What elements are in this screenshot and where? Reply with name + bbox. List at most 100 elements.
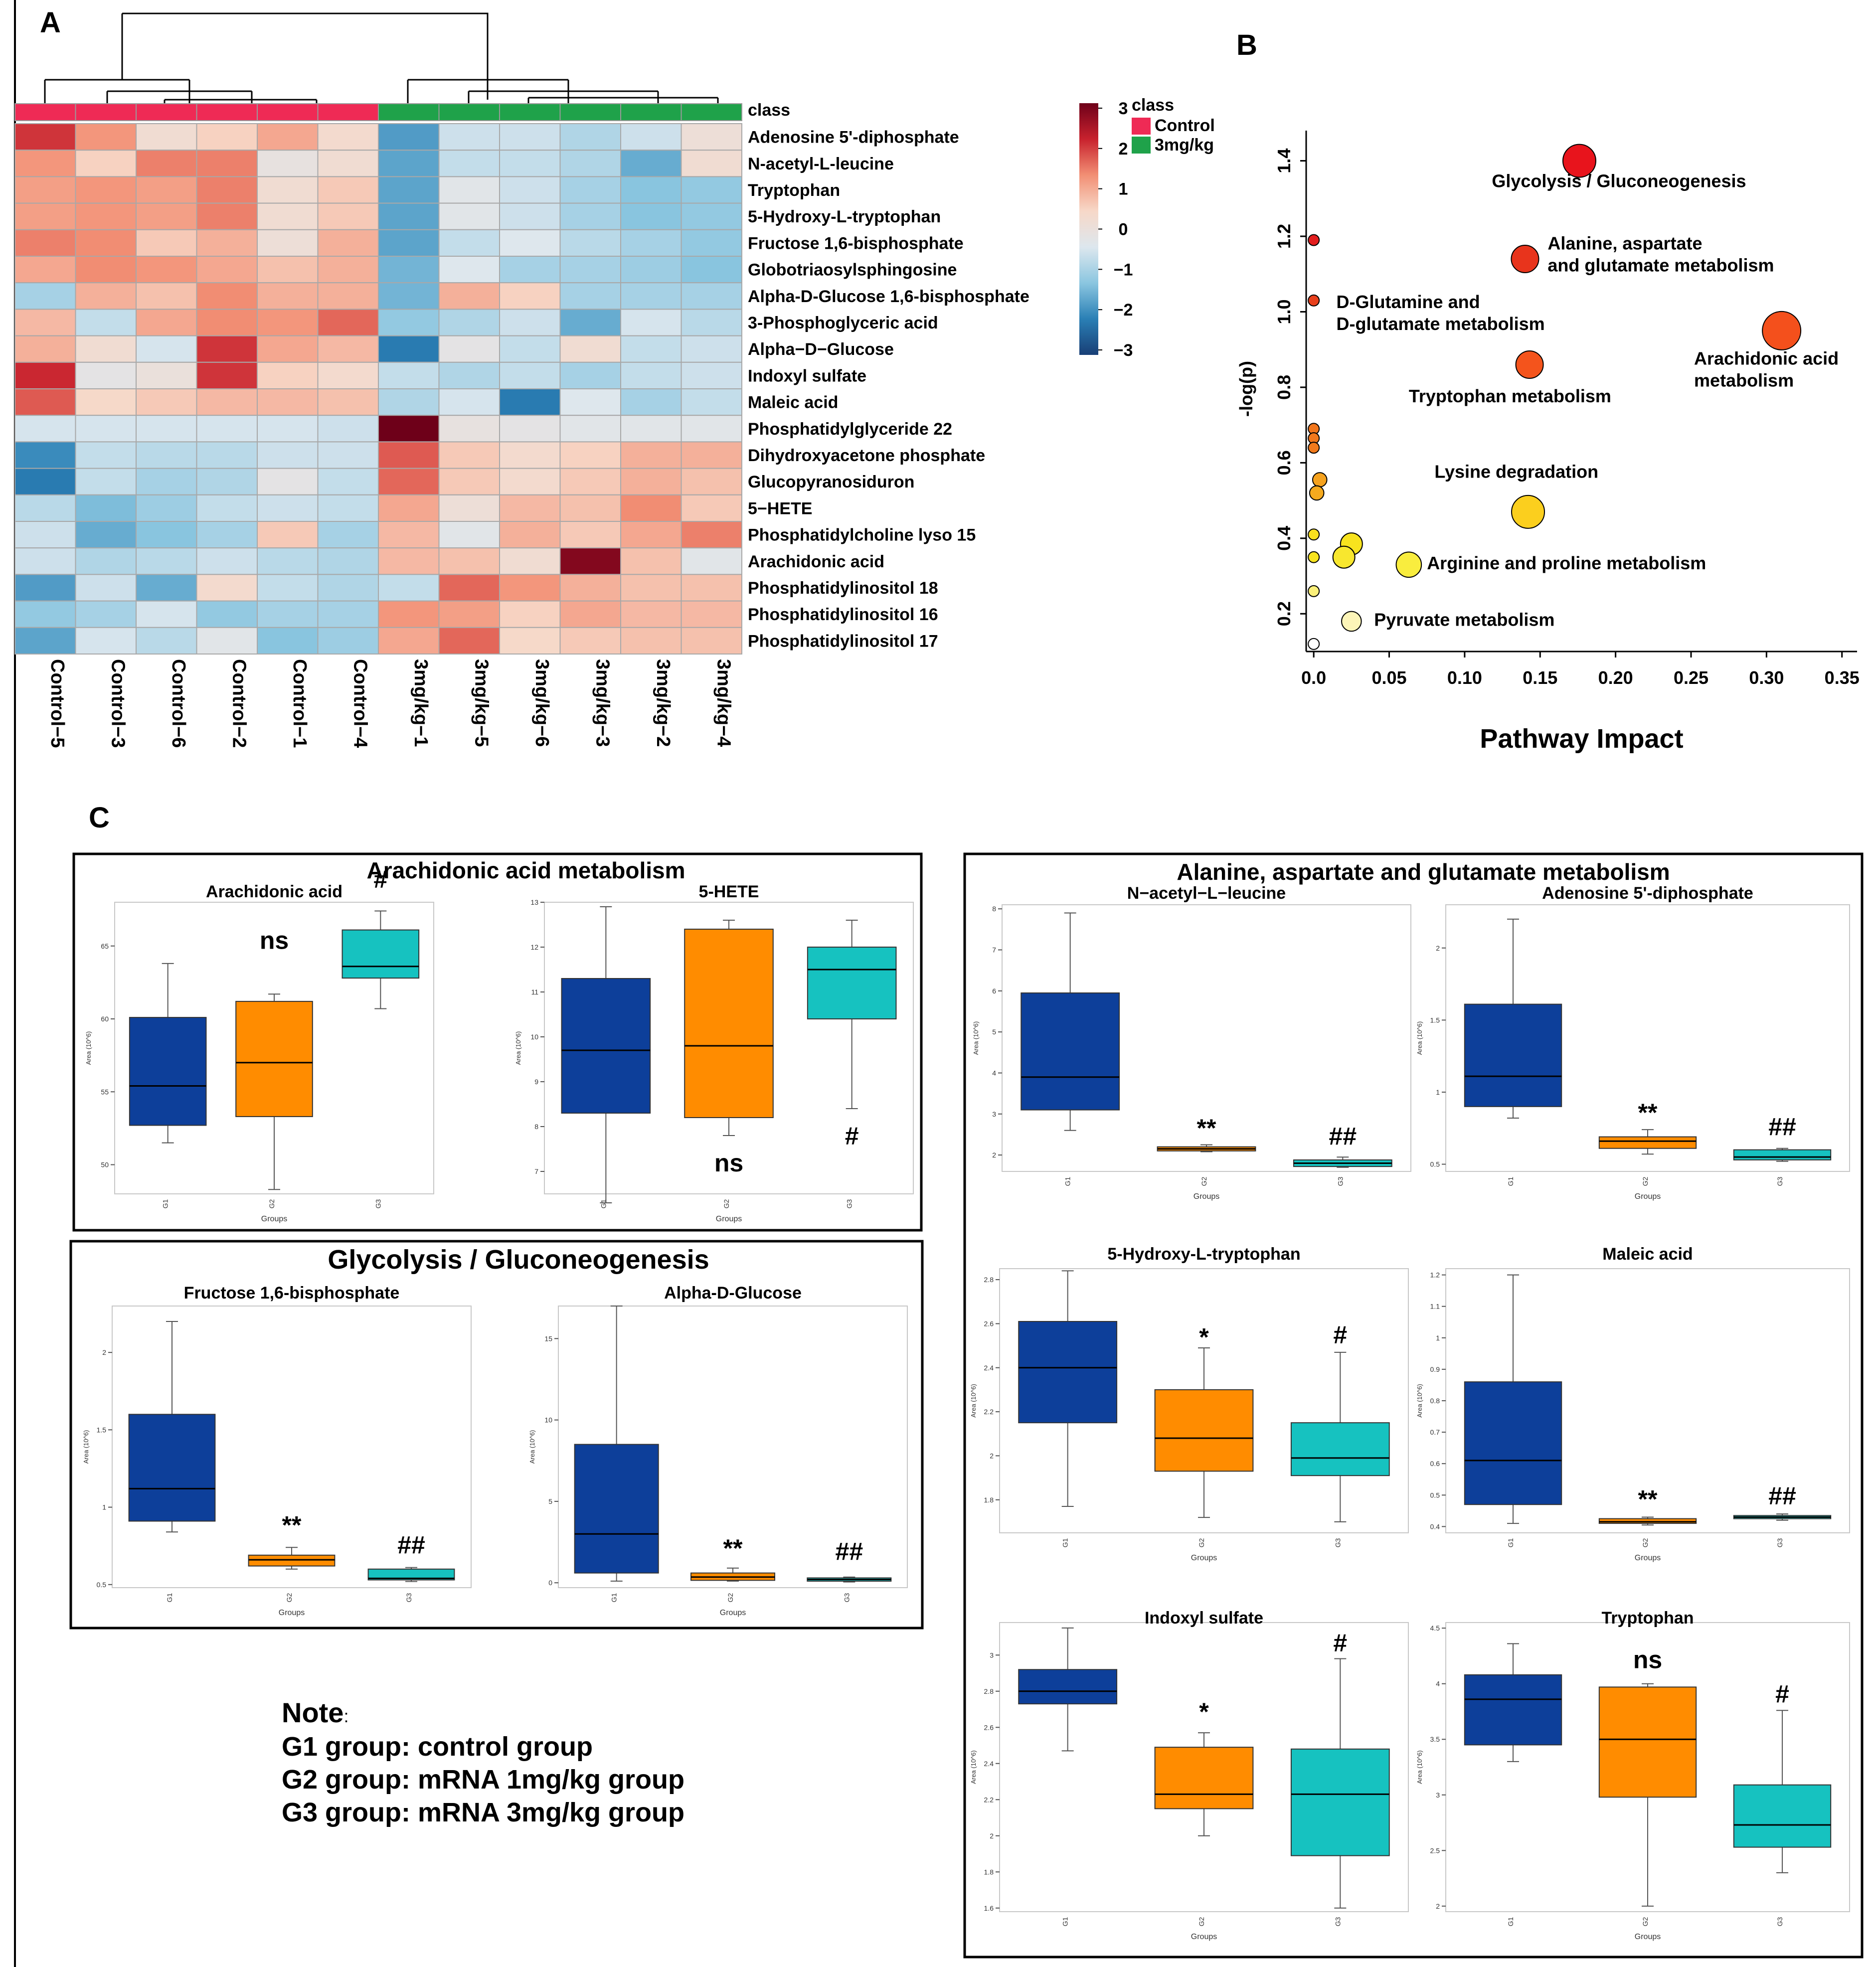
y-tick-label: 50 [101,1161,109,1169]
heatmap-cell [196,309,258,336]
heatmap-cell [499,441,561,469]
heatmap-column-label: 3mg/kg−5 [471,659,492,747]
heatmap-cell [378,150,440,177]
heatmap-cell [136,547,197,575]
heatmap-cell [620,282,682,310]
y-tick-label: 12 [530,943,538,951]
x-tick-label: G2 [1641,1917,1649,1926]
heatmap-column-label: 3mg/kg−6 [531,659,552,747]
heatmap-cell [681,361,742,389]
heatmap-cell [317,388,379,416]
note-title-colon: : [343,1706,348,1726]
class-bar-cell [317,103,379,121]
heatmap-row-label: Globotriaosylsphingosine [748,261,957,280]
significance-mark: ns [1633,1645,1662,1673]
heatmap-cell [559,547,621,575]
box-G1 [1464,1381,1562,1505]
x-tick-label: G2 [1197,1538,1205,1547]
heatmap-cell [317,229,379,257]
box-gly-frame [69,1240,924,1630]
y-tick-label: 2.2 [984,1408,994,1416]
color-scale-bar [1079,103,1098,355]
heatmap-row-label: Dihydroxyacetone phosphate [748,446,985,465]
significance-mark: ** [282,1511,302,1539]
x-tick-label: G3 [1334,1538,1342,1547]
plot-title: N−acetyl−L−leucine [1127,884,1286,903]
y-tick-label: 10 [544,1416,552,1424]
x-axis-title: Groups [1191,1933,1217,1941]
heatmap-cell [378,547,440,575]
heatmap-cell [559,521,621,549]
y-tick-label: 2 [1436,1902,1440,1910]
heatmap-cell [378,388,440,416]
plot-title: Fructose 1,6-bisphosphate [184,1284,400,1303]
y-tick-label: 0.5 [1430,1491,1440,1499]
y-tick-label: 8 [992,905,996,913]
heatmap-cell [257,441,319,469]
x-axis-title: Groups [1635,1554,1661,1562]
column-dendrogram [44,12,719,106]
heatmap-cell [681,627,742,655]
heatmap-cell [681,547,742,575]
heatmap-cell [499,521,561,549]
heatmap-cell [620,600,682,628]
pathway-point [1332,545,1356,569]
heatmap-cell [136,441,197,469]
heatmap-cell [136,468,197,495]
heatmap-cell [499,123,561,151]
plot-frame [112,1306,472,1588]
heatmap-cell [75,521,137,549]
y-tick-label: 1.8 [984,1868,994,1876]
heatmap-cell [559,468,621,495]
note-line-g1: G1 group: control group [282,1732,593,1762]
plot-title: Adenosine 5'-diphosphate [1542,884,1753,903]
pathway-point [1562,144,1596,178]
heatmap-cell [681,202,742,230]
plot-frame [1445,904,1850,1172]
box-ala-frame [963,852,1864,1959]
y-tick-label: 2.6 [984,1723,994,1731]
color-scale-tick-label: 2 [1119,140,1128,159]
heatmap-cell [559,415,621,443]
heatmap-cell [438,574,500,602]
heatmap-cell [14,627,76,655]
y-tick-label: 2.2 [984,1796,994,1803]
y-tick-label: 1.1 [1430,1303,1440,1311]
class-bar-cell [620,103,682,121]
heatmap-cell [438,176,500,204]
heatmap-row-label: Phosphatidylinositol 18 [748,579,938,598]
x-tick-label: G1 [1061,1538,1069,1547]
heatmap-cell [499,150,561,177]
heatmap-cell [378,627,440,655]
x-axis-title: Groups [1191,1554,1217,1562]
heatmap-cell [196,256,258,284]
y-tick-label: 6 [992,987,996,995]
heatmap-cell [620,494,682,522]
heatmap-cell [257,309,319,336]
heatmap-cell [75,335,137,363]
heatmap-cell [75,600,137,628]
y-axis-title: Area (10^6) [970,1750,977,1784]
heatmap-cell [620,468,682,495]
heatmap-cell [136,574,197,602]
x-axis-title: Groups [261,1215,287,1223]
y-axis-title: Area (10^6) [1416,1384,1423,1418]
class-legend-swatch-treated [1132,137,1151,154]
y-axis-title: Area (10^6) [82,1430,90,1464]
heatmap-cell [620,574,682,602]
y-tick-label: 1.5 [97,1426,107,1434]
box-G1 [561,978,651,1114]
heatmap-row-label: Alpha−D−Glucose [748,340,894,359]
pathway-point [1511,244,1539,273]
pathway-point [1312,472,1328,488]
box-G1 [1021,992,1120,1111]
significance-mark: * [1199,1323,1209,1351]
y-tick-label: 0.4 [1430,1522,1440,1530]
heatmap-cell [75,309,137,336]
y-tick-label: 13 [530,898,538,906]
heatmap-cell [681,282,742,310]
heatmap-cell [681,229,742,257]
y-tick-label: 0.8 [1430,1397,1440,1405]
color-scale-tick-label: 1 [1119,180,1128,199]
class-bar-cell [559,103,621,121]
